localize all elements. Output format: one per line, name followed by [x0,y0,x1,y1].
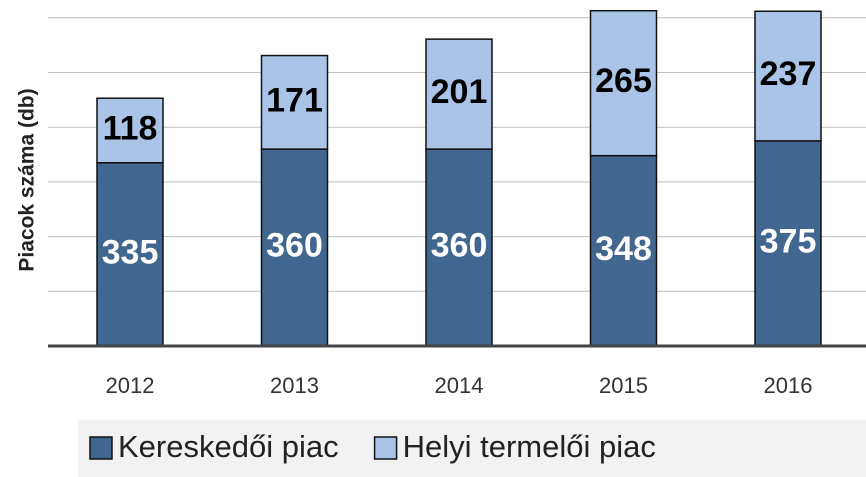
legend-label: Kereskedői piac [118,429,339,464]
data-label: 265 [595,62,652,100]
data-label: 360 [266,227,323,265]
legend-label: Helyi termelői piac [403,429,656,464]
bar-segment [425,148,493,347]
x-tick-label: 2013 [270,373,319,398]
bar-segment [754,140,822,347]
x-tick-label: 2012 [106,373,155,398]
bar-segment [589,154,658,347]
data-label: 118 [103,109,158,147]
data-label: 201 [431,73,488,111]
legend-swatch [89,436,113,460]
bar-segment [260,54,329,150]
data-label: 360 [431,227,488,265]
legend-swatch [373,436,398,460]
bar-segment [589,9,658,157]
bar-segment [96,97,164,164]
bar-segment [754,10,822,142]
x-tick-label: 2016 [764,373,813,398]
data-label: 171 [266,81,323,119]
data-label: 375 [760,222,817,260]
bar-segment [425,38,493,150]
legend-background [78,420,866,477]
x-tick-label: 2015 [599,373,648,398]
x-tick-label: 2014 [435,373,484,398]
data-label: 335 [102,233,159,271]
y-axis-label: Piacok száma (db) [16,88,39,271]
data-label: 348 [595,230,652,268]
data-label: 237 [760,55,817,93]
